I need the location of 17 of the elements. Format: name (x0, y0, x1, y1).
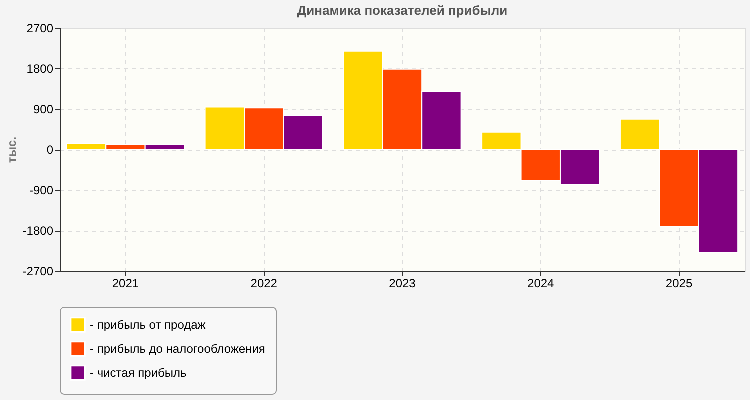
y-tick-label: 2700 (26, 22, 54, 36)
y-tick-label: 1800 (26, 62, 54, 76)
y-tick-label: -1800 (22, 224, 54, 238)
chart-title: Динамика показателей прибыли (297, 3, 508, 18)
y-tick-label: 0 (46, 143, 54, 157)
y-axis-title: тыс. (4, 136, 19, 164)
x-tick-label: 2024 (528, 276, 555, 290)
y-tick-label: 900 (33, 102, 54, 116)
x-tick-label: 2022 (250, 276, 278, 290)
y-tick-label: -2700 (22, 264, 54, 278)
x-tick-label: 2023 (389, 276, 416, 290)
legend-label: - прибыль от продаж (90, 318, 206, 332)
y-tick-label: -900 (29, 184, 54, 198)
x-tick-label: 2021 (112, 276, 140, 290)
legend-label: - прибыль до налогообложения (90, 342, 266, 356)
legend-label: - чистая прибыль (90, 366, 187, 380)
x-tick-label: 2025 (666, 276, 693, 290)
